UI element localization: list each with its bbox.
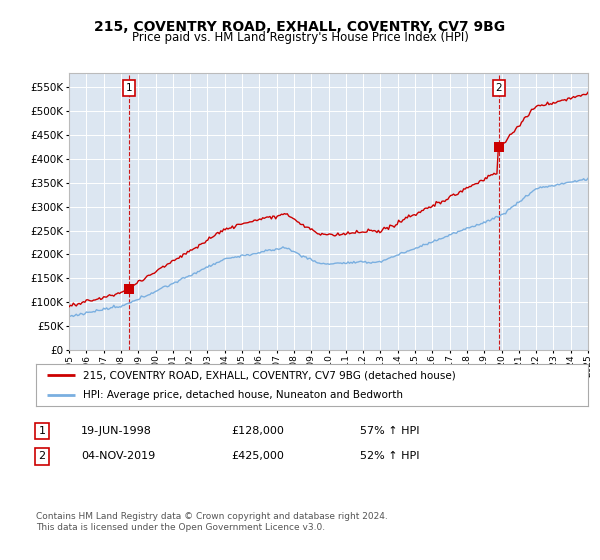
Text: 1: 1 (125, 83, 132, 93)
Text: £425,000: £425,000 (231, 451, 284, 461)
Text: Price paid vs. HM Land Registry's House Price Index (HPI): Price paid vs. HM Land Registry's House … (131, 31, 469, 44)
Text: 215, COVENTRY ROAD, EXHALL, COVENTRY, CV7 9BG (detached house): 215, COVENTRY ROAD, EXHALL, COVENTRY, CV… (83, 370, 455, 380)
Text: 19-JUN-1998: 19-JUN-1998 (81, 426, 152, 436)
Text: 57% ↑ HPI: 57% ↑ HPI (360, 426, 419, 436)
Text: £128,000: £128,000 (231, 426, 284, 436)
Text: 2: 2 (496, 83, 502, 93)
Text: 215, COVENTRY ROAD, EXHALL, COVENTRY, CV7 9BG: 215, COVENTRY ROAD, EXHALL, COVENTRY, CV… (94, 20, 506, 34)
Text: 52% ↑ HPI: 52% ↑ HPI (360, 451, 419, 461)
Text: 2: 2 (38, 451, 46, 461)
Text: 04-NOV-2019: 04-NOV-2019 (81, 451, 155, 461)
Text: Contains HM Land Registry data © Crown copyright and database right 2024.
This d: Contains HM Land Registry data © Crown c… (36, 512, 388, 532)
Text: 1: 1 (38, 426, 46, 436)
Text: HPI: Average price, detached house, Nuneaton and Bedworth: HPI: Average price, detached house, Nune… (83, 390, 403, 400)
